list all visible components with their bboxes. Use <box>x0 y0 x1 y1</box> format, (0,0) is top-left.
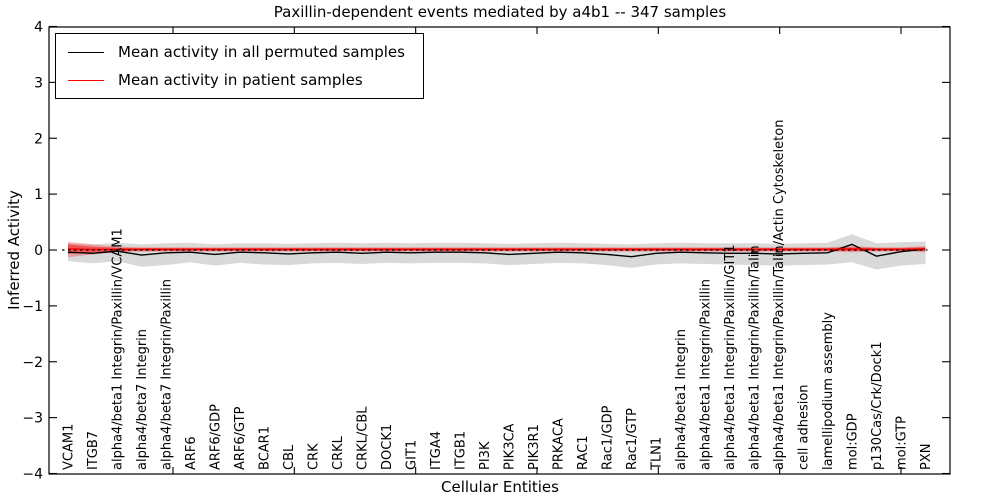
x-category-label: PIK3CA <box>503 423 518 470</box>
y-tick-label: 1 <box>34 187 43 203</box>
x-category-label: lamellipodium assembly <box>821 312 836 470</box>
x-category-label: alpha4/beta1 Integrin <box>674 329 689 470</box>
y-tick-label: 2 <box>34 131 43 147</box>
legend-line-sample-permuted <box>68 51 104 53</box>
x-category-label: ITGB1 <box>454 431 469 470</box>
x-category-label: GIT1 <box>405 440 420 470</box>
x-category-label: alpha4/beta1 Integrin/Paxillin <box>699 279 714 470</box>
x-category-label: alpha4/beta1 Integrin/Paxillin/GIT1 <box>723 244 738 470</box>
legend-label-permuted: Mean activity in all permuted samples <box>118 43 405 61</box>
legend-line-sample-patient <box>68 79 104 81</box>
x-category-label: ITGA4 <box>429 431 444 470</box>
x-category-label: VCAM1 <box>62 424 77 470</box>
x-category-label: PRKACA <box>552 418 567 470</box>
x-category-label: ARF6/GDP <box>209 404 224 470</box>
y-tick-label: −1 <box>22 299 43 315</box>
x-category-label: mol:GDP <box>846 413 861 470</box>
legend-entry-patient: Mean activity in patient samples <box>68 69 405 91</box>
x-category-label: DOCK1 <box>380 424 395 470</box>
chart-title: Paxillin-dependent events mediated by a4… <box>273 3 727 21</box>
x-category-label: ARF6 <box>184 436 199 470</box>
x-category-label: Rac1/GDP <box>601 405 616 470</box>
x-category-label: alpha4/beta1 Integrin/Paxillin/Talin/Act… <box>772 120 787 470</box>
x-category-label: CBL <box>282 444 297 470</box>
legend-label-patient: Mean activity in patient samples <box>118 71 363 89</box>
series-line-0 <box>67 243 926 258</box>
y-tick-label: −4 <box>22 467 43 483</box>
x-category-label: CRKL/CBL <box>356 406 371 470</box>
x-category-label: ITGB7 <box>86 431 101 470</box>
y-tick-label: −2 <box>22 355 43 371</box>
legend-entry-permuted: Mean activity in all permuted samples <box>68 41 405 63</box>
x-category-label: PIK3R1 <box>527 424 542 470</box>
x-category-label: cell adhesion <box>797 384 812 470</box>
y-tick-label: −3 <box>22 411 43 427</box>
x-category-label: alpha4/beta7 Integrin <box>135 329 150 470</box>
y-tick-label: 4 <box>34 20 43 36</box>
legend: Mean activity in all permuted samples Me… <box>55 33 424 99</box>
x-category-label: alpha4/beta1 Integrin/Paxillin/VCAM1 <box>111 228 126 470</box>
x-category-label: TLN1 <box>650 437 665 471</box>
x-category-label: PI3K <box>478 441 493 470</box>
x-category-label: alpha4/beta1 Integrin/Paxillin/Talin <box>748 245 763 470</box>
y-tick-label: 3 <box>34 75 43 91</box>
y-axis-label: Inferred Activity <box>5 190 23 310</box>
band-0-permuted-samples-range <box>68 234 926 270</box>
x-category-label: mol:GTP <box>895 416 910 470</box>
x-axis-label: Cellular Entities <box>441 478 559 496</box>
x-category-label: p130Cas/Crk/Dock1 <box>870 341 885 470</box>
x-category-label: BCAR1 <box>258 426 273 470</box>
x-category-label: CRKL <box>331 435 346 470</box>
x-category-label: PXN <box>919 444 934 470</box>
series-line-1 <box>67 248 926 251</box>
y-tick-label: 0 <box>34 243 43 259</box>
x-category-label: Rac1/GTP <box>625 408 640 470</box>
x-category-label: CRK <box>307 443 322 470</box>
x-category-label: ARF6/GTP <box>233 406 248 470</box>
x-category-label: RAC1 <box>576 435 591 470</box>
x-category-label: alpha4/beta7 Integrin/Paxillin <box>160 279 175 470</box>
